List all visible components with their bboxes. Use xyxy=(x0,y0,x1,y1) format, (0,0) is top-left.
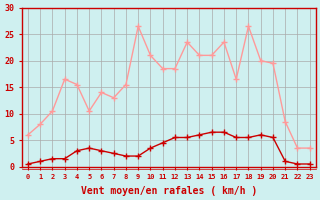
X-axis label: Vent moyen/en rafales ( km/h ): Vent moyen/en rafales ( km/h ) xyxy=(81,186,257,196)
